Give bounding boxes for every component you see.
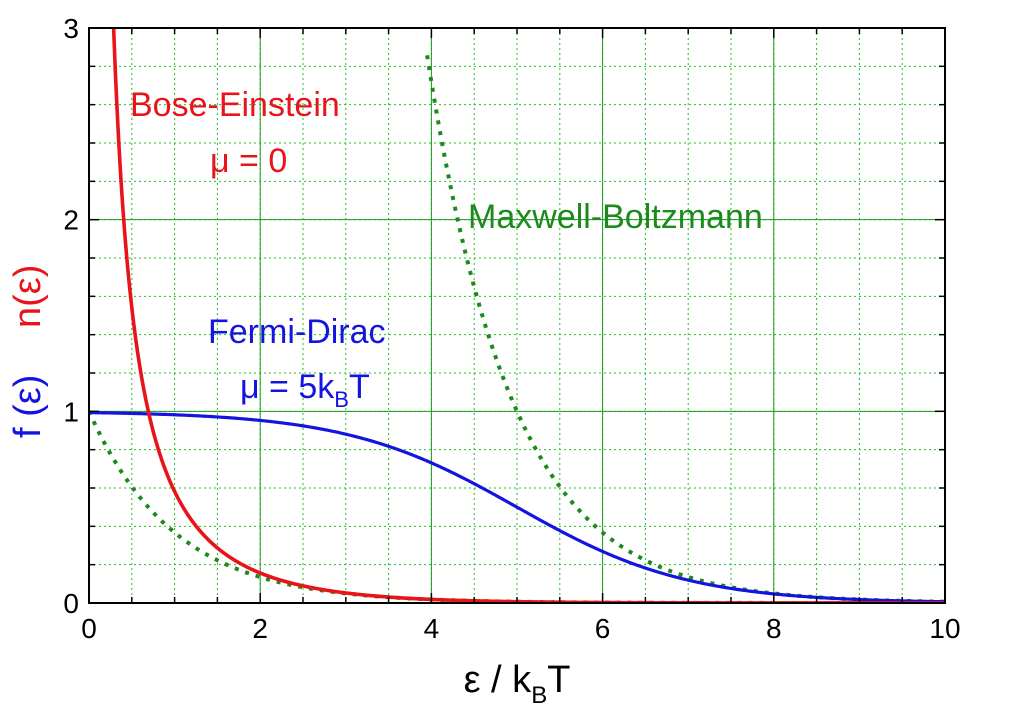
maxwell-boltzmann-curve-high bbox=[425, 54, 945, 603]
x-axis-title-sub: B bbox=[531, 682, 547, 709]
maxwell-boltzmann-label: Maxwell-Boltzmann bbox=[468, 198, 763, 236]
x-tick-label: 2 bbox=[252, 613, 268, 644]
y-tick-label: 1 bbox=[63, 396, 79, 427]
y-tick-label: 2 bbox=[63, 205, 79, 236]
y-tick-label: 3 bbox=[63, 13, 79, 44]
y-axis-title-bose: n(ε) bbox=[7, 265, 49, 328]
x-axis-title: ε / kBT bbox=[464, 659, 571, 709]
x-axis-title-tail: T bbox=[547, 659, 570, 701]
bose-mu-label: μ = 0 bbox=[210, 142, 287, 180]
fermi-dirac-label: Fermi-Dirac bbox=[208, 313, 386, 351]
x-axis-title-main: ε / k bbox=[464, 659, 533, 701]
fermi-mu-tail: T bbox=[349, 368, 370, 406]
tick-labels: 0 2 4 6 8 10 0 1 2 3 bbox=[63, 13, 960, 644]
y-tick-label: 0 bbox=[63, 588, 79, 619]
fermi-mu-main: μ = 5k bbox=[240, 368, 335, 406]
y-axis-title-fermi: f (ε) bbox=[7, 375, 49, 438]
x-tick-label: 10 bbox=[929, 613, 960, 644]
fermi-mu-label: μ = 5kBT bbox=[240, 368, 370, 412]
x-tick-label: 6 bbox=[595, 613, 611, 644]
x-tick-label: 4 bbox=[424, 613, 440, 644]
ticks bbox=[88, 27, 946, 604]
fermi-mu-sub: B bbox=[334, 387, 349, 412]
fermi-dirac-curve bbox=[89, 411, 945, 603]
x-tick-label: 8 bbox=[766, 613, 782, 644]
bose-einstein-label: Bose-Einstein bbox=[130, 86, 340, 124]
x-tick-label: 0 bbox=[81, 613, 97, 644]
